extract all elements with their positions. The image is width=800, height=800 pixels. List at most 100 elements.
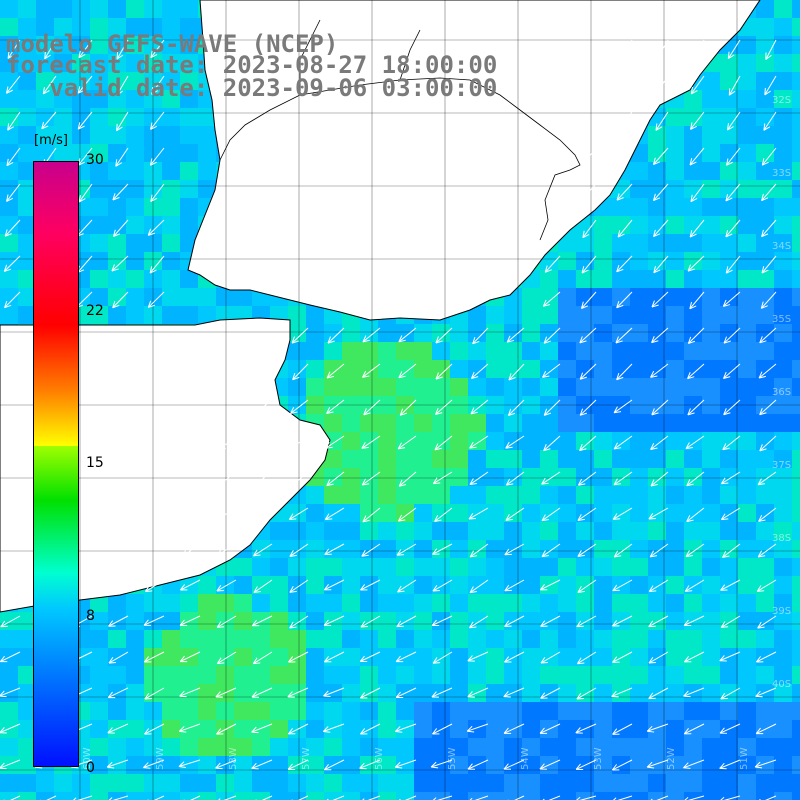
colorbar-tick-30: 30 bbox=[86, 152, 104, 168]
speed-cell bbox=[720, 360, 738, 378]
wind-arrow bbox=[108, 651, 129, 664]
speed-cell bbox=[648, 324, 666, 342]
speed-cell bbox=[504, 612, 522, 630]
speed-cell bbox=[468, 468, 486, 486]
speed-cell bbox=[396, 720, 414, 738]
speed-cell bbox=[702, 522, 720, 540]
wind-arrow bbox=[755, 723, 777, 735]
speed-cell bbox=[18, 648, 36, 666]
speed-cell bbox=[540, 792, 558, 800]
speed-cell bbox=[324, 324, 342, 342]
speed-cell bbox=[558, 468, 576, 486]
speed-cell bbox=[630, 234, 648, 252]
speed-cell bbox=[594, 720, 612, 738]
speed-cell bbox=[36, 54, 54, 72]
speed-cell bbox=[540, 522, 558, 540]
speed-cell bbox=[792, 486, 800, 504]
speed-cell bbox=[414, 486, 432, 504]
speed-cell bbox=[90, 108, 108, 126]
speed-cell bbox=[252, 666, 270, 684]
speed-cell bbox=[756, 486, 774, 504]
speed-cell bbox=[792, 702, 800, 720]
speed-cell bbox=[612, 576, 630, 594]
speed-cell bbox=[558, 486, 576, 504]
speed-cell bbox=[594, 324, 612, 342]
wind-arrow bbox=[44, 39, 57, 60]
speed-cell bbox=[738, 360, 756, 378]
speed-cell bbox=[0, 126, 18, 144]
speed-cell bbox=[522, 612, 540, 630]
speed-cell bbox=[234, 756, 252, 774]
speed-cell bbox=[504, 792, 522, 800]
speed-cell bbox=[648, 270, 666, 288]
speed-cell bbox=[288, 594, 306, 612]
speed-cell bbox=[576, 612, 594, 630]
speed-cell bbox=[396, 504, 414, 522]
speed-cell bbox=[162, 612, 180, 630]
speed-cell bbox=[774, 324, 792, 342]
speed-cell bbox=[234, 630, 252, 648]
speed-cell bbox=[288, 522, 306, 540]
wind-arrow bbox=[581, 255, 597, 274]
speed-cell bbox=[594, 576, 612, 594]
speed-cell bbox=[198, 162, 216, 180]
speed-cell bbox=[756, 234, 774, 252]
speed-cell bbox=[108, 36, 126, 54]
speed-cell bbox=[108, 108, 126, 126]
wind-arrow bbox=[648, 687, 669, 700]
speed-cell bbox=[54, 126, 72, 144]
speed-cell bbox=[738, 684, 756, 702]
speed-cell bbox=[576, 630, 594, 648]
speed-cell bbox=[108, 198, 126, 216]
wind-arrow bbox=[539, 579, 561, 591]
wind-arrow bbox=[360, 579, 381, 591]
speed-cell bbox=[756, 198, 774, 216]
speed-cell bbox=[378, 648, 396, 666]
speed-cell bbox=[558, 270, 576, 288]
wind-arrow bbox=[323, 615, 345, 626]
wind-arrow bbox=[692, 39, 705, 60]
speed-cell bbox=[648, 756, 666, 774]
wind-arrow bbox=[763, 111, 777, 131]
speed-cell bbox=[0, 180, 18, 198]
speed-cell bbox=[648, 630, 666, 648]
wind-arrow bbox=[613, 435, 633, 450]
wind-arrow bbox=[613, 399, 633, 414]
speed-cell bbox=[162, 198, 180, 216]
wind-arrow bbox=[655, 111, 669, 131]
speed-cell bbox=[432, 450, 450, 468]
speed-cell bbox=[288, 630, 306, 648]
speed-cell bbox=[414, 684, 432, 702]
speed-cell bbox=[90, 684, 108, 702]
speed-cell bbox=[198, 630, 216, 648]
speed-cell bbox=[720, 180, 738, 198]
speed-cell bbox=[756, 522, 774, 540]
speed-cell bbox=[540, 612, 558, 630]
speed-cell bbox=[522, 504, 540, 522]
speed-cell bbox=[666, 360, 684, 378]
speed-cell bbox=[0, 702, 18, 720]
speed-cell bbox=[684, 558, 702, 576]
wind-arrow bbox=[719, 723, 741, 734]
wind-arrow bbox=[179, 687, 201, 698]
speed-cell bbox=[450, 432, 468, 450]
speed-cell bbox=[324, 738, 342, 756]
speed-cell bbox=[630, 216, 648, 234]
speed-cell bbox=[270, 648, 288, 666]
speed-cell bbox=[576, 666, 594, 684]
speed-cell bbox=[558, 594, 576, 612]
speed-cell bbox=[756, 162, 774, 180]
speed-cell bbox=[306, 486, 324, 504]
speed-cell bbox=[378, 792, 396, 800]
speed-cell bbox=[594, 648, 612, 666]
speed-cell bbox=[162, 54, 180, 72]
speed-cell bbox=[414, 612, 432, 630]
speed-cell bbox=[450, 630, 468, 648]
speed-cell bbox=[666, 324, 684, 342]
speed-cell bbox=[198, 702, 216, 720]
speed-cell bbox=[630, 648, 648, 666]
wind-arrow bbox=[432, 471, 453, 485]
speed-cell bbox=[126, 198, 144, 216]
wind-arrow bbox=[288, 507, 309, 521]
speed-cell bbox=[792, 648, 800, 666]
